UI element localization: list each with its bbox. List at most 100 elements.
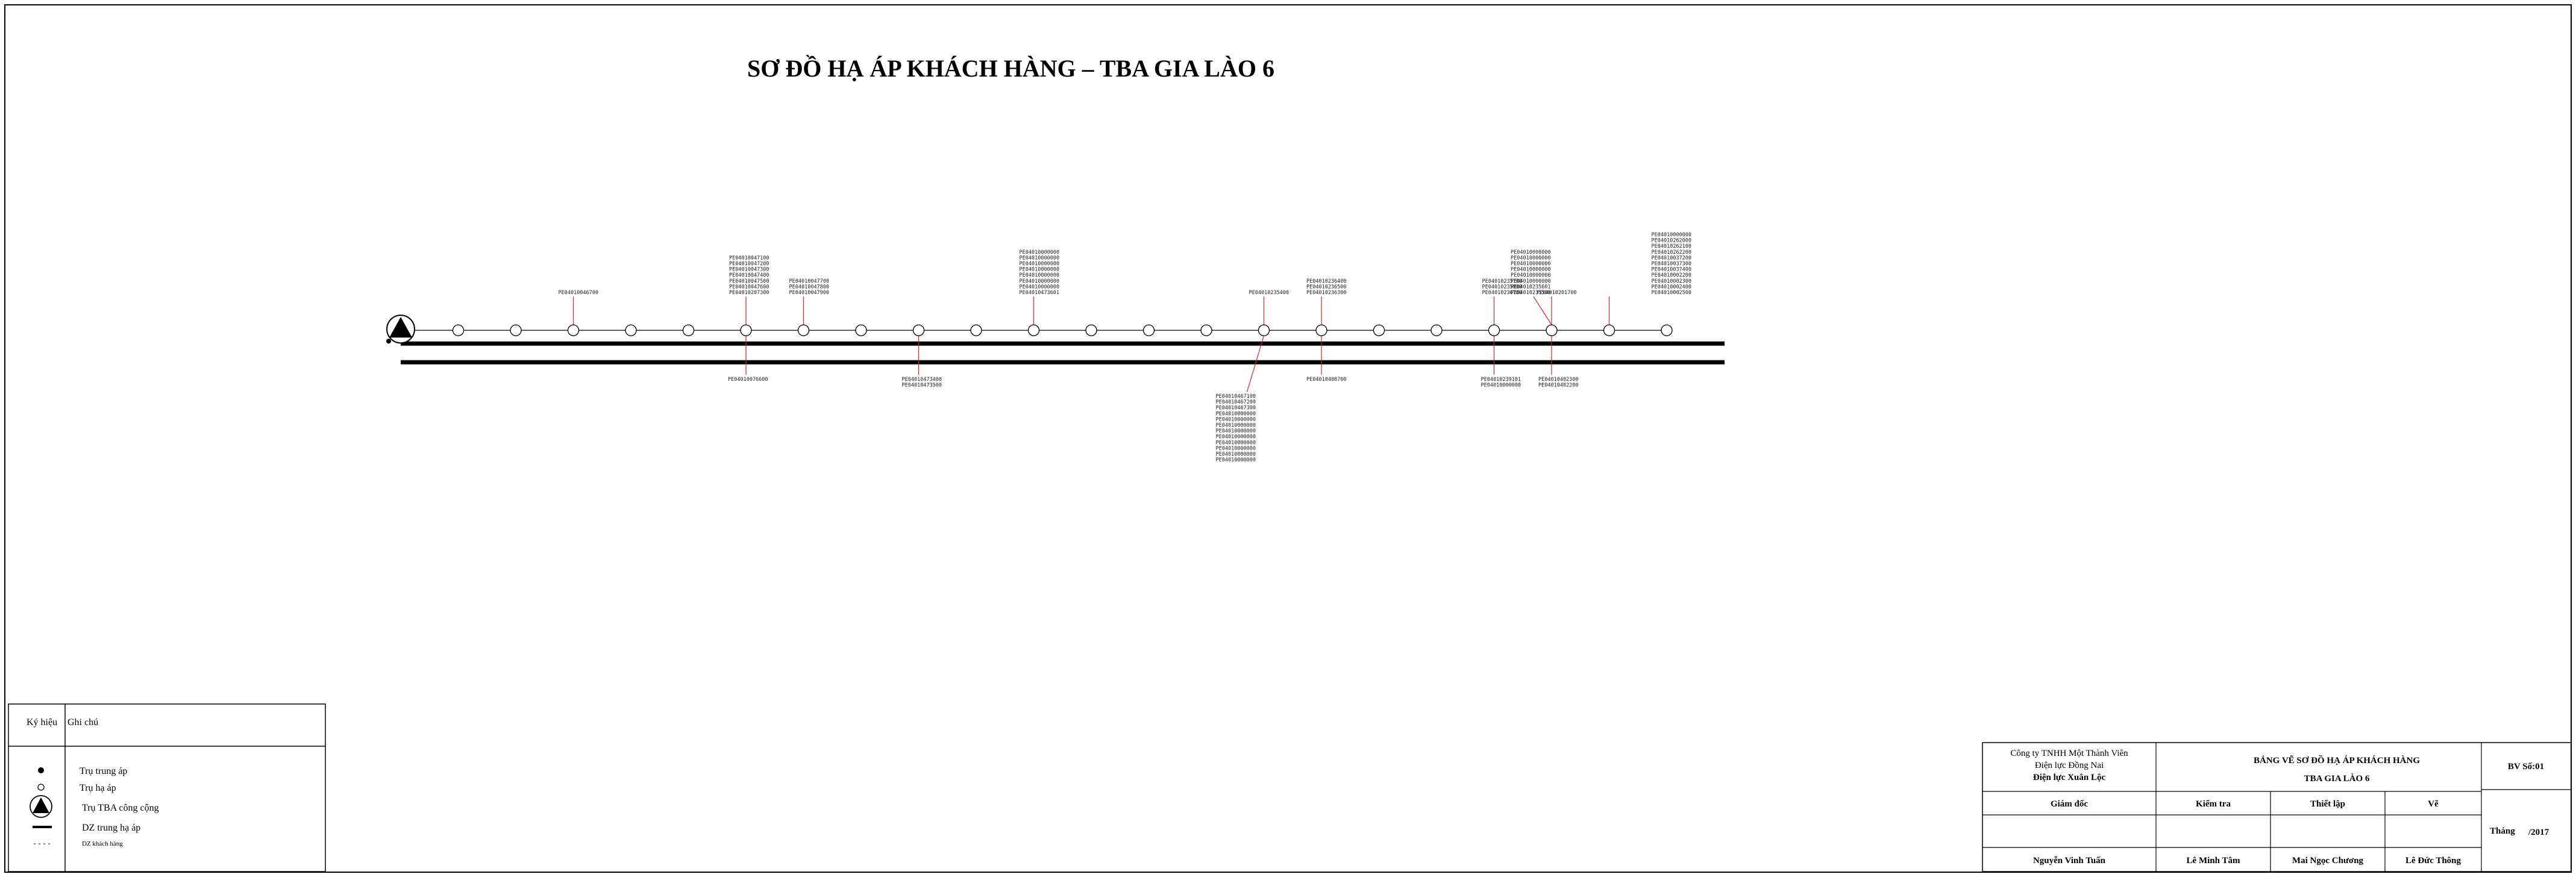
customer-code: PE04010046700 <box>559 290 599 296</box>
customer-code: PE04010047600 <box>729 284 769 290</box>
customer-code: PE04010000000 <box>1216 440 1256 446</box>
legend: Ký hiệu Ghi chú Trụ trung áp Trụ hạ áp T… <box>8 703 326 872</box>
lv-pole-20[interactable] <box>1546 324 1558 336</box>
customer-group-pole-6-up: PE04010047100PE04010047200PE04010047300P… <box>729 255 769 296</box>
legend-frame <box>8 703 326 872</box>
diagram-title: SƠ ĐỒ HẠ ÁP KHÁCH HÀNG – TBA GIA LÀO 6 <box>747 54 1274 82</box>
lv-pole-16[interactable] <box>1315 324 1327 336</box>
lv-pole-6[interactable] <box>740 324 752 336</box>
lv-pole-15[interactable] <box>1258 324 1270 336</box>
lv-pole-9[interactable] <box>912 324 925 336</box>
role-design: Thiết lập <box>2310 799 2345 809</box>
customer-group-pole-3-up: PE04010046700 <box>559 290 599 296</box>
customer-code: PE04010000000 <box>1511 267 1551 273</box>
lv-pole-2[interactable] <box>510 324 522 336</box>
lv-pole-7[interactable] <box>797 324 810 336</box>
customer-code: PE04010000000 <box>1481 383 1521 389</box>
legend-label-customer-line: DZ khách hàng <box>82 840 123 847</box>
customer-code: PE04010000000 <box>1652 232 1692 238</box>
role-check: Kiểm tra <box>2196 799 2231 809</box>
lv-pole-1[interactable] <box>452 324 465 336</box>
drawing-border <box>4 4 2572 873</box>
customer-code: PE04010000000 <box>1216 429 1256 435</box>
lv-pole-19[interactable] <box>1488 324 1500 336</box>
lv-pole-12[interactable] <box>1085 324 1097 336</box>
customer-code: PE04010473601 <box>1020 290 1060 296</box>
customer-code: PE04010235500 <box>1511 290 1551 296</box>
customer-code: PE04010408700 <box>1306 377 1347 383</box>
customer-code: PE04010000000 <box>1020 267 1060 273</box>
lv-pole-10[interactable] <box>970 324 982 336</box>
company-line-2: Điện lực Đồng Nai <box>2035 761 2104 770</box>
year-value: /2017 <box>2528 828 2549 837</box>
lv-pole-8[interactable] <box>855 324 867 336</box>
customer-code: PE04010000000 <box>1511 250 1551 256</box>
customer-code: PE04010235400 <box>1249 290 1290 296</box>
name-design: Mai Ngọc Chương <box>2292 856 2364 866</box>
customer-code: PE04010000000 <box>1216 445 1256 451</box>
customer-code: PE04010000000 <box>1511 272 1551 278</box>
customer-code: PE04010000000 <box>1020 278 1060 284</box>
lv-pole-11[interactable] <box>1027 324 1040 336</box>
customer-code: PE04010236300 <box>1306 290 1347 296</box>
lv-pole-3[interactable] <box>567 324 580 336</box>
role-draw: Vẽ <box>2428 799 2439 809</box>
lv-pole-22[interactable] <box>1661 324 1673 336</box>
company-line-1: Công ty TNHH Một Thành Viên <box>2010 749 2128 758</box>
legend-label-mv-pole: Trụ trung áp <box>80 766 127 776</box>
customer-code: PE04010047200 <box>729 261 769 267</box>
open-circle-icon <box>37 784 45 791</box>
customer-code: PE04010467200 <box>1216 400 1256 406</box>
customer-code: PE04010402300 <box>1538 377 1579 383</box>
lv-pole-4[interactable] <box>625 324 637 336</box>
company-line-3: Điện lực Xuân Lộc <box>2033 773 2106 782</box>
customer-code: PE04010239101 <box>1481 377 1521 383</box>
filled-circle-icon <box>38 767 44 773</box>
legend-header-note: Ghi chú <box>67 717 98 728</box>
lv-pole-17[interactable] <box>1373 324 1385 336</box>
poles <box>452 324 1673 336</box>
customer-group-pole-15-up: PE04010235400 <box>1249 290 1290 296</box>
lv-pole-18[interactable] <box>1431 324 1443 336</box>
customer-code: PE04010000000 <box>1511 261 1551 267</box>
customer-links <box>572 296 1610 392</box>
name-draw: Lê Đức Thông <box>2405 856 2462 866</box>
legend-label-lv-pole: Trụ hạ áp <box>80 783 116 793</box>
lv-pole-21[interactable] <box>1603 324 1615 336</box>
customer-code: PE04010402200 <box>1538 383 1579 389</box>
customer-code: PE04010262000 <box>1652 238 1692 244</box>
transformer-icon[interactable] <box>386 315 415 344</box>
customer-code: PE04010047800 <box>789 284 830 290</box>
customer-code: PE04010201700 <box>1537 290 1577 296</box>
drawing-subtitle: TBA GIA LÀO 6 <box>2304 773 2370 784</box>
lv-pole-14[interactable] <box>1200 324 1212 336</box>
customer-code: PE04010000000 <box>1216 434 1256 440</box>
customer-code: PE04010473400 <box>902 377 942 383</box>
customer-group-pole-20-up: PE04010201700 <box>1537 290 1577 296</box>
name-director: Nguyễn Vinh Tuấn <box>2033 856 2106 866</box>
customer-code: PE04010467300 <box>1216 405 1256 411</box>
month-label: Tháng <box>2490 826 2515 836</box>
role-director: Giám đốc <box>2051 799 2088 809</box>
customer-code: PE04010236500 <box>1306 284 1347 290</box>
lv-pole-13[interactable] <box>1142 324 1155 336</box>
customer-code: PE04010207300 <box>729 290 769 296</box>
customer-code: PE04010000000 <box>1216 451 1256 457</box>
customer-code: PE04010262200 <box>1652 250 1692 256</box>
customer-code: PE04010000000 <box>1020 284 1060 290</box>
title-block-frame <box>1982 742 2572 872</box>
transformer-icon <box>30 795 52 818</box>
customer-code: PE04010047700 <box>789 278 830 284</box>
customer-code: PE04010002200 <box>1652 272 1692 278</box>
customer-code: PE04010000000 <box>1216 411 1256 417</box>
customer-group-pole-6-down: PE04010076600 <box>728 377 768 383</box>
customer-code: PE04010002500 <box>1652 290 1692 296</box>
lv-pole-5[interactable] <box>682 324 695 336</box>
customer-code: PE04010047900 <box>789 290 830 296</box>
customer-code: PE04010236400 <box>1306 278 1347 284</box>
